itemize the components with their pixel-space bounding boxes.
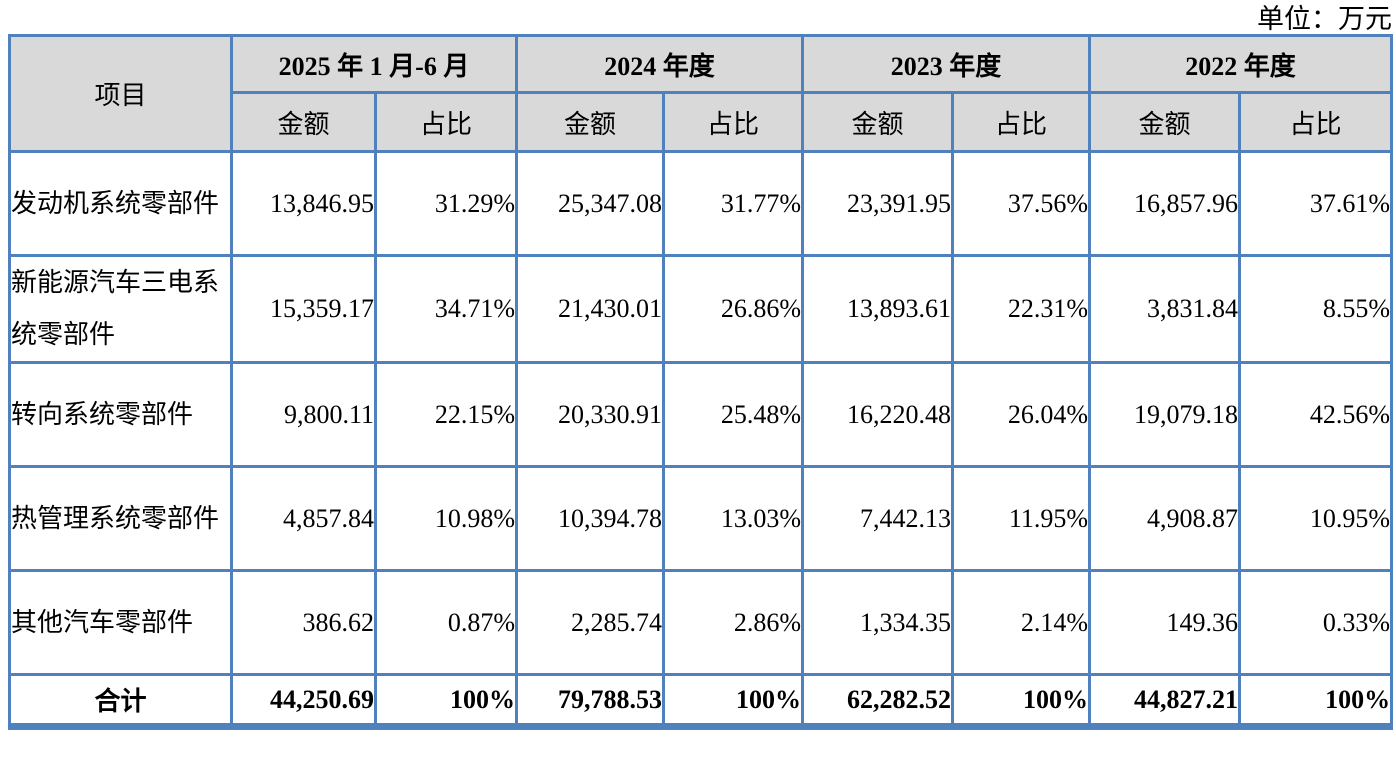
total-amount: 44,827.21 — [1088, 673, 1242, 728]
unit-label: 单位：万元 — [1257, 4, 1392, 34]
cell-amount: 7,442.13 — [801, 465, 955, 572]
cell-amount: 9,800.11 — [230, 361, 377, 468]
cell-ratio: 31.77% — [662, 150, 805, 257]
row-item-label: 发动机系统零部件 — [8, 150, 233, 257]
cell-amount: 386.62 — [230, 569, 377, 676]
total-amount: 79,788.53 — [515, 673, 666, 728]
period-header-2023: 2023 年度 — [801, 34, 1092, 94]
table-row-total: 合计 44,250.69 100% 79,788.53 100% 62,282.… — [8, 673, 1394, 728]
table-row-thermal-parts: 热管理系统零部件 4,857.84 10.98% 10,394.78 13.03… — [8, 465, 1394, 572]
cell-amount: 23,391.95 — [801, 150, 955, 257]
cell-ratio: 10.98% — [373, 465, 519, 572]
cell-amount: 16,857.96 — [1088, 150, 1242, 257]
period-header-2024: 2024 年度 — [515, 34, 805, 94]
total-amount: 44,250.69 — [230, 673, 377, 728]
row-item-label: 其他汽车零部件 — [8, 569, 233, 676]
period-header-2025h1: 2025 年 1 月-6 月 — [229, 34, 519, 94]
amount-header-2023: 金额 — [801, 91, 955, 153]
cell-amount: 16,220.48 — [801, 361, 955, 468]
table-row-nev-parts: 新能源汽车三电系统零部件 15,359.17 34.71% 21,430.01 … — [8, 254, 1394, 364]
cell-ratio: 10.95% — [1238, 465, 1394, 572]
cell-amount: 15,359.17 — [230, 254, 377, 364]
row-item-label: 新能源汽车三电系统零部件 — [8, 254, 233, 364]
period-header-row: 项目 2025 年 1 月-6 月 2024 年度 2023 年度 2022 年… — [8, 34, 1394, 153]
cell-ratio: 37.56% — [951, 150, 1092, 257]
row-item-label: 热管理系统零部件 — [8, 465, 233, 572]
cell-ratio: 0.87% — [373, 569, 519, 676]
total-ratio: 100% — [951, 673, 1092, 728]
cell-ratio: 8.55% — [1238, 254, 1394, 364]
amount-header-2024: 金额 — [515, 91, 666, 153]
revenue-breakdown-table: 项目 2025 年 1 月-6 月 2024 年度 2023 年度 2022 年… — [8, 34, 1394, 730]
amount-header-2022: 金额 — [1088, 91, 1242, 153]
cell-amount: 149.36 — [1088, 569, 1242, 676]
row-item-label: 转向系统零部件 — [8, 361, 233, 468]
total-ratio: 100% — [1238, 673, 1394, 728]
cell-amount: 21,430.01 — [515, 254, 666, 364]
cell-amount: 4,908.87 — [1088, 465, 1242, 572]
cell-amount: 2,285.74 — [515, 569, 666, 676]
ratio-header-2025h1: 占比 — [373, 91, 519, 153]
ratio-header-2023: 占比 — [951, 91, 1092, 153]
cell-ratio: 31.29% — [373, 150, 519, 257]
cell-ratio: 13.03% — [662, 465, 805, 572]
table-row-other-parts: 其他汽车零部件 386.62 0.87% 2,285.74 2.86% 1,33… — [8, 569, 1394, 676]
cell-ratio: 26.04% — [951, 361, 1092, 468]
total-ratio: 100% — [662, 673, 805, 728]
cell-ratio: 22.15% — [373, 361, 519, 468]
cell-amount: 1,334.35 — [801, 569, 955, 676]
cell-ratio: 0.33% — [1238, 569, 1394, 676]
cell-amount: 3,831.84 — [1088, 254, 1242, 364]
cell-ratio: 2.14% — [951, 569, 1092, 676]
cell-ratio: 25.48% — [662, 361, 805, 468]
cell-amount: 20,330.91 — [515, 361, 666, 468]
cell-ratio: 34.71% — [373, 254, 519, 364]
total-amount: 62,282.52 — [801, 673, 955, 728]
item-column-header: 项目 — [8, 34, 233, 153]
cell-ratio: 26.86% — [662, 254, 805, 364]
ratio-header-2022: 占比 — [1238, 91, 1394, 153]
cell-ratio: 11.95% — [951, 465, 1092, 572]
cell-amount: 19,079.18 — [1088, 361, 1242, 468]
amount-header-2025h1: 金额 — [230, 91, 377, 153]
ratio-header-2024: 占比 — [662, 91, 805, 153]
total-ratio: 100% — [373, 673, 519, 728]
cell-amount: 13,893.61 — [801, 254, 955, 364]
total-label: 合计 — [8, 673, 233, 728]
subheader-row: 金额 占比 金额 占比 金额 占比 金额 占比 — [10, 91, 1394, 153]
cell-amount: 4,857.84 — [230, 465, 377, 572]
cell-ratio: 37.61% — [1238, 150, 1394, 257]
cell-ratio: 22.31% — [951, 254, 1092, 364]
cell-ratio: 42.56% — [1238, 361, 1394, 468]
table-row-engine-parts: 发动机系统零部件 13,846.95 31.29% 25,347.08 31.7… — [8, 150, 1394, 257]
period-header-2022: 2022 年度 — [1088, 34, 1394, 94]
cell-ratio: 2.86% — [662, 569, 805, 676]
cell-amount: 10,394.78 — [515, 465, 666, 572]
cell-amount: 25,347.08 — [515, 150, 666, 257]
table-row-steering-parts: 转向系统零部件 9,800.11 22.15% 20,330.91 25.48%… — [8, 361, 1394, 468]
cell-amount: 13,846.95 — [230, 150, 377, 257]
